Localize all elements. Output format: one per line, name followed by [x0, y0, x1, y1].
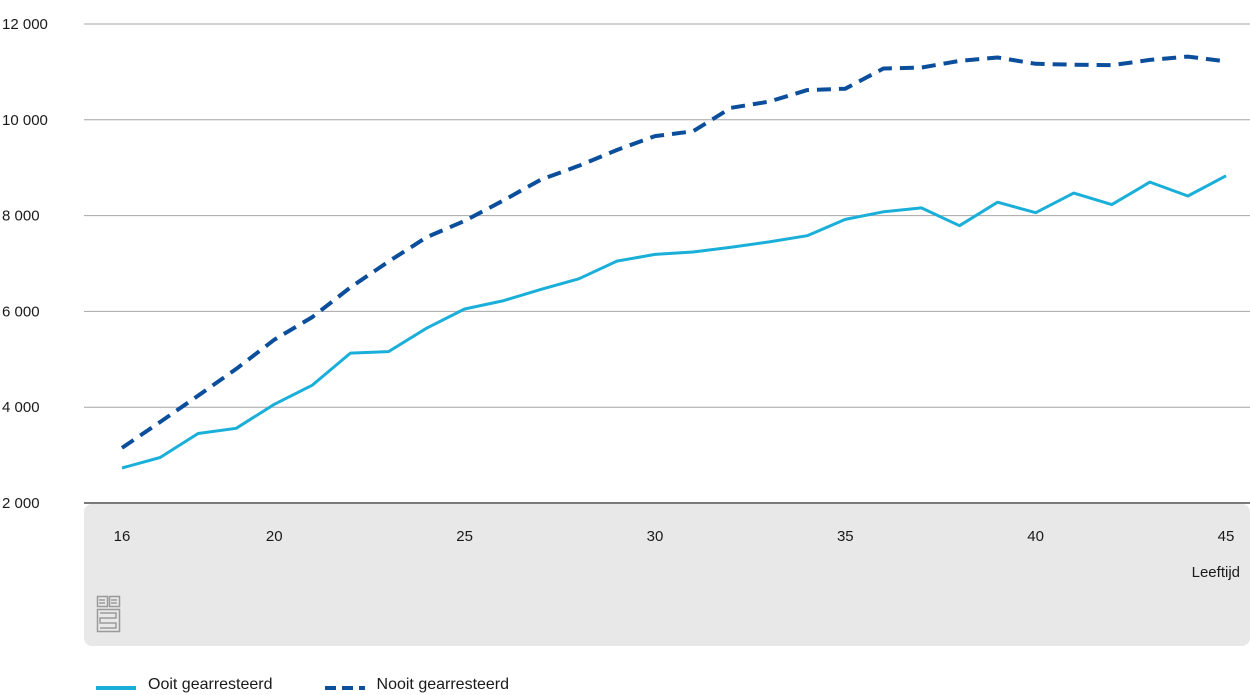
legend-swatch-dashed	[325, 678, 365, 692]
legend-swatch-solid	[96, 678, 136, 692]
series-line-ooit	[122, 176, 1226, 468]
x-tick-label: 25	[456, 528, 473, 545]
x-tick-label: 45	[1218, 528, 1235, 545]
grid-lines	[84, 24, 1250, 503]
legend: Ooit gearresteerd Nooit gearresteerd	[96, 675, 561, 695]
x-tick-label: 30	[647, 528, 664, 545]
legend-label-nooit: Nooit gearresteerd	[377, 676, 510, 694]
y-tick-label: 12 000	[2, 16, 48, 33]
y-axis-ticks: 2 000 4 000 6 000 8 000 10 000 12 000	[2, 16, 48, 512]
legend-item-nooit: Nooit gearresteerd	[325, 676, 510, 694]
x-axis-band	[84, 504, 1250, 646]
y-tick-label: 8 000	[2, 208, 40, 225]
x-axis-label: Leeftijd	[1192, 564, 1240, 581]
y-tick-label: 10 000	[2, 112, 48, 129]
legend-item-ooit: Ooit gearresteerd	[96, 676, 273, 694]
y-tick-label: 6 000	[2, 303, 40, 320]
legend-label-ooit: Ooit gearresteerd	[148, 676, 273, 694]
series-lines	[122, 56, 1226, 468]
x-tick-label: 40	[1027, 528, 1044, 545]
x-tick-label: 20	[266, 528, 283, 545]
x-tick-label: 35	[837, 528, 854, 545]
x-tick-label: 16	[114, 528, 131, 545]
y-tick-label: 4 000	[2, 399, 40, 416]
y-tick-label: 2 000	[2, 495, 40, 512]
